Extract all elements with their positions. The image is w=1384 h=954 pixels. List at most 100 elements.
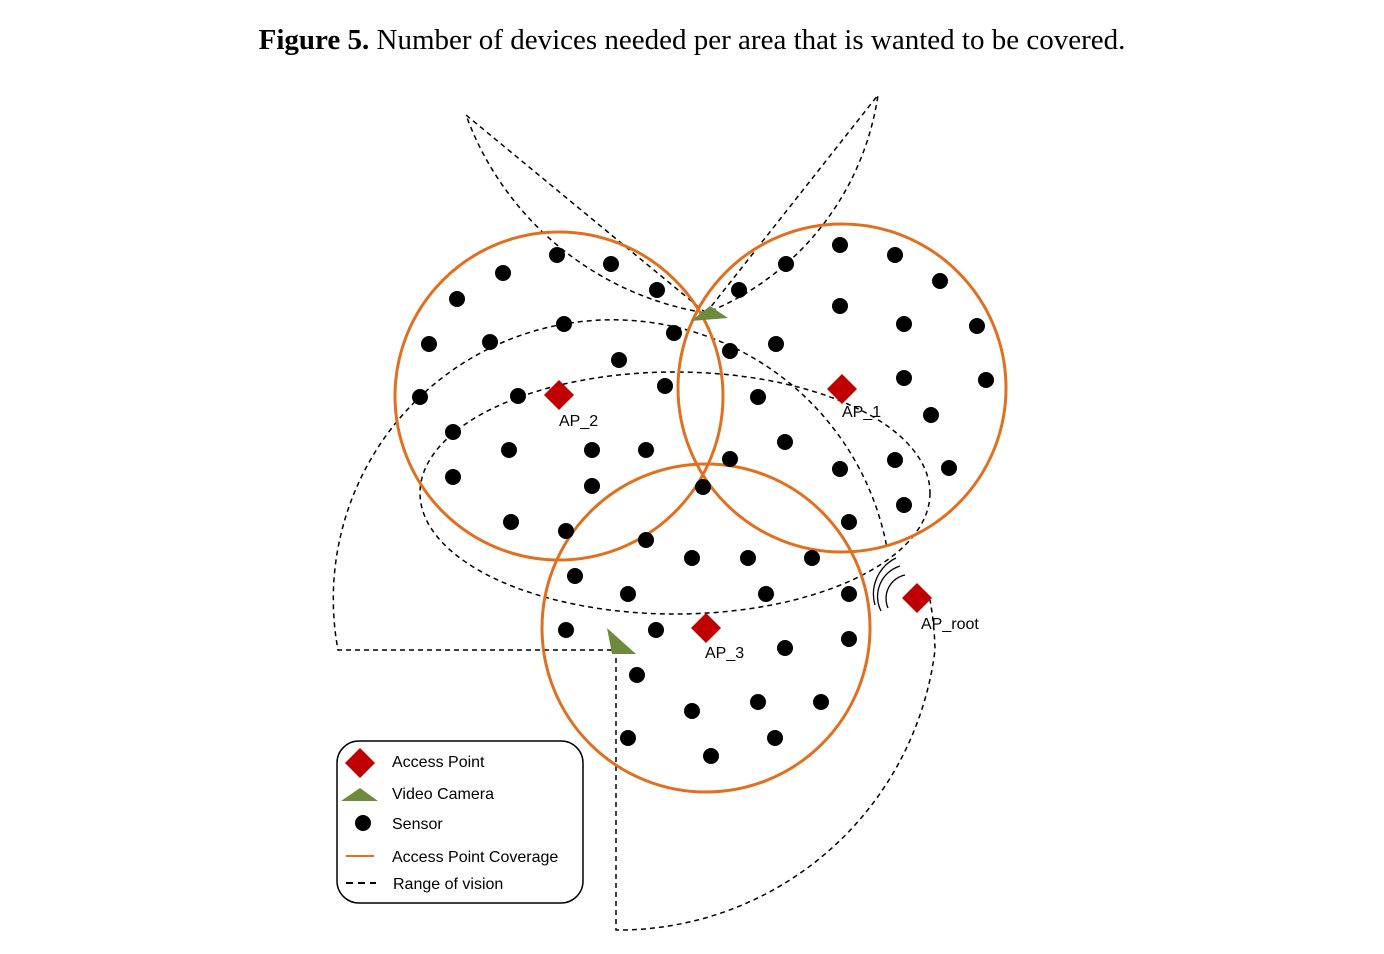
- sensor: [750, 389, 766, 405]
- coverage-ap-1: [676, 222, 1008, 554]
- sensor: [932, 273, 948, 289]
- sensor: [412, 389, 428, 405]
- sensor: [896, 316, 912, 332]
- figure-caption-text: Number of devices needed per area that i…: [376, 24, 1126, 56]
- sensor: [777, 434, 793, 450]
- sensor: [445, 469, 461, 485]
- green-triangle-icon: [341, 788, 378, 801]
- legend-label-video-camera: Video Camera: [392, 786, 494, 803]
- sensor: [556, 316, 572, 332]
- sensor: [978, 372, 994, 388]
- sensor: [638, 532, 654, 548]
- legend-label-coverage: Access Point Coverage: [392, 849, 558, 866]
- sensor: [445, 424, 461, 440]
- sensor: [778, 256, 794, 272]
- legend-label-sensor: Sensor: [392, 816, 443, 833]
- sensor: [767, 730, 783, 746]
- sensor: [501, 442, 517, 458]
- sensor: [813, 694, 829, 710]
- sensor: [510, 388, 526, 404]
- sensor: [584, 478, 600, 494]
- sensor: [832, 237, 848, 253]
- red-diamond-icon: [345, 748, 375, 778]
- video-camera-icon: [691, 306, 728, 321]
- vision-range-camera-2: [332, 319, 888, 651]
- sensor: [449, 291, 465, 307]
- sensor: [638, 442, 654, 458]
- vision-ellipse: [419, 371, 931, 615]
- sensor: [421, 336, 437, 352]
- sensor: [722, 343, 738, 359]
- sensor: [649, 282, 665, 298]
- sensor: [841, 514, 857, 530]
- access-point-label: AP_1: [842, 404, 881, 421]
- sensor: [558, 523, 574, 539]
- access-point-ap-1: AP_1: [827, 374, 881, 421]
- sensor: [558, 622, 574, 638]
- sensor: [969, 318, 985, 334]
- sensor: [482, 334, 498, 350]
- sensor: [896, 497, 912, 513]
- sensor: [731, 282, 747, 298]
- access-point-icon: [544, 380, 574, 410]
- sensor: [684, 550, 700, 566]
- sensor: [923, 407, 939, 423]
- sensor: [841, 586, 857, 602]
- sensor: [758, 586, 774, 602]
- access-point-label: AP_root: [921, 616, 979, 633]
- vision-range-camera-3: [615, 599, 936, 931]
- vision-range-camera-1: [464, 112, 707, 314]
- sensor: [832, 461, 848, 477]
- access-point-icon: [827, 374, 857, 404]
- sensor: [503, 514, 519, 530]
- sensor: [629, 667, 645, 683]
- sensor: [620, 586, 636, 602]
- coverage-circles: [393, 222, 1008, 794]
- sensor: [549, 247, 565, 263]
- access-point-ap-root: AP_root: [902, 583, 979, 633]
- sensor: [666, 325, 682, 341]
- sensor: [703, 748, 719, 764]
- sensor: [567, 568, 583, 584]
- legend-label-access-point: Access Point: [392, 754, 485, 771]
- sensor: [768, 336, 784, 352]
- access-point-icon: [691, 613, 721, 643]
- legend-label-vision: Range of vision: [393, 876, 503, 893]
- access-point-icon: [902, 583, 932, 613]
- sensor: [611, 352, 627, 368]
- sensors: [412, 237, 994, 764]
- sensor: [495, 265, 511, 281]
- sensor: [804, 550, 820, 566]
- sensor: [603, 256, 619, 272]
- sensor: [684, 703, 700, 719]
- sensor: [740, 550, 756, 566]
- figure-number: Figure 5.: [258, 24, 370, 56]
- access-point-label: AP_2: [559, 413, 598, 430]
- coverage-ap-2: [393, 230, 725, 562]
- sensor: [887, 452, 903, 468]
- access-point-ap-2: AP_2: [544, 380, 598, 430]
- sensor: [620, 730, 636, 746]
- sensor: [750, 694, 766, 710]
- access-point-label: AP_3: [705, 645, 744, 662]
- sensor: [657, 378, 673, 394]
- video-cameras: [607, 306, 728, 654]
- sensor: [841, 631, 857, 647]
- legend: Access Point Video Camera Sensor Access …: [336, 740, 584, 904]
- sensor: [896, 370, 912, 386]
- wifi-signal-icon: [872, 557, 906, 612]
- figure-caption: Figure 5. Number of devices needed per a…: [0, 24, 1384, 57]
- black-dot-icon: [355, 815, 371, 831]
- sensor: [941, 460, 957, 476]
- sensor: [695, 479, 711, 495]
- coverage-ap-3: [540, 462, 872, 794]
- video-camera-icon: [607, 628, 636, 654]
- sensor: [832, 298, 848, 314]
- vision-range-camera-1b: [705, 92, 880, 314]
- sensor: [887, 247, 903, 263]
- access-point-ap-3: AP_3: [691, 613, 744, 662]
- sensor: [722, 451, 738, 467]
- sensor: [584, 442, 600, 458]
- legend-box: [336, 740, 584, 904]
